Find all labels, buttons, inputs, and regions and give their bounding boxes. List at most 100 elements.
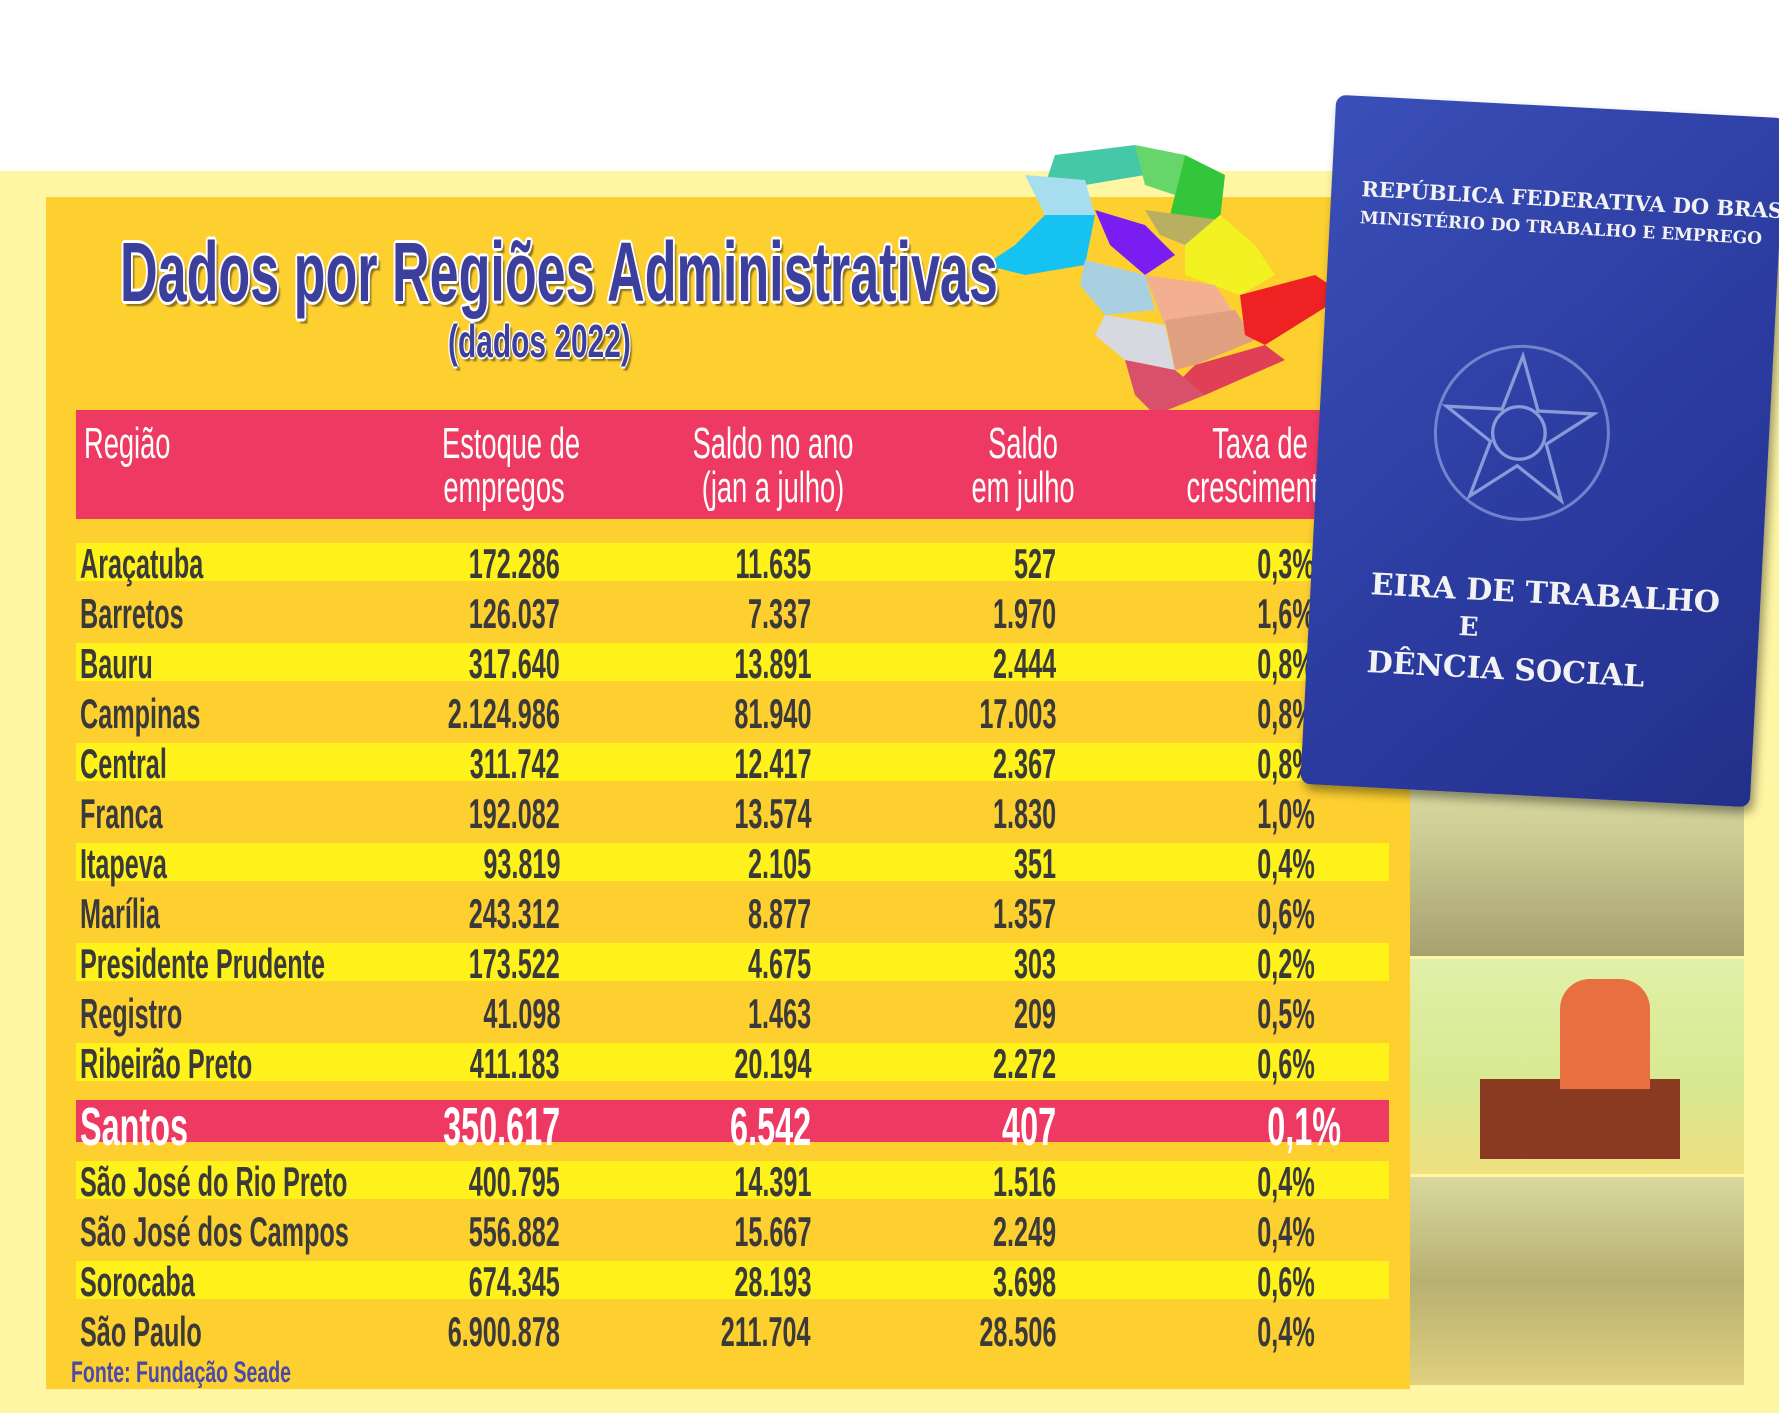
growth-rate: 0,2% <box>1257 940 1315 987</box>
region-name: Santos <box>80 1097 189 1157</box>
july-balance: 3.698 <box>992 1258 1056 1305</box>
year-balance: 8.877 <box>747 890 811 937</box>
header-line: Taxa de <box>1212 419 1308 468</box>
employment-stock: 2.124.986 <box>447 690 560 737</box>
vendor-figure <box>1560 979 1650 1089</box>
table-body: Araçatuba 172.286 11.635 527 0,3% Barretos 126… <box>76 537 1389 1355</box>
july-balance: 303 <box>1013 940 1056 987</box>
region-name: Franca <box>80 790 163 837</box>
growth-rate: 0,6% <box>1257 1258 1315 1305</box>
year-balance: 81.940 <box>733 690 811 737</box>
row-stripe <box>76 693 1389 731</box>
july-balance: 527 <box>1013 540 1056 587</box>
header-line: Região <box>84 419 171 468</box>
region-name: Central <box>80 740 167 787</box>
employment-stock: 93.819 <box>482 840 560 887</box>
work-card-image: REPÚBLICA FEDERATIVA DO BRASIL MINISTÉRI… <box>1300 94 1779 808</box>
year-balance: 15.667 <box>733 1208 811 1255</box>
table-row: Itapeva 93.819 2.105 351 0,4% <box>76 837 1389 887</box>
growth-rate: 0,1% <box>1267 1097 1341 1157</box>
july-balance: 2.272 <box>992 1040 1056 1087</box>
header-line: crescimento <box>1186 463 1334 512</box>
row-stripe <box>76 593 1389 631</box>
header-line: empregos <box>443 463 565 512</box>
column-header-growth: Taxa de crescimento <box>1173 422 1347 510</box>
year-balance: 2.105 <box>747 840 811 887</box>
employment-stock: 411.183 <box>470 1040 560 1087</box>
header-line: (jan a julho) <box>701 463 845 512</box>
employment-stock: 400.795 <box>468 1158 560 1205</box>
card-text: EIRA DE TRABALHO <box>1369 567 1721 621</box>
july-balance: 351 <box>1013 840 1056 887</box>
july-balance: 17.003 <box>978 690 1056 737</box>
year-balance: 7.337 <box>747 590 811 637</box>
header-line: Estoque de <box>442 419 581 468</box>
card-text: DÊNCIA SOCIAL <box>1365 645 1646 695</box>
july-balance: 2.249 <box>992 1208 1056 1255</box>
growth-rate: 0,5% <box>1257 990 1315 1037</box>
column-header-region: Região <box>84 422 170 466</box>
july-balance: 407 <box>1001 1097 1056 1157</box>
growth-rate: 0,4% <box>1257 1158 1315 1205</box>
growth-rate: 1,6% <box>1257 590 1315 637</box>
row-stripe <box>76 643 1389 681</box>
table-row: Presidente Prudente 173.522 4.675 303 0,2% <box>76 937 1389 987</box>
year-balance: 6.542 <box>729 1097 811 1157</box>
region-name: Araçatuba <box>80 540 204 587</box>
row-stripe <box>76 1100 1389 1142</box>
year-balance: 1.463 <box>747 990 811 1037</box>
july-balance: 28.506 <box>978 1308 1056 1355</box>
employment-stock: 317.640 <box>468 640 560 687</box>
growth-rate: 0,3% <box>1257 540 1315 587</box>
region-name: São José do Rio Preto <box>80 1158 348 1205</box>
growth-rate: 0,6% <box>1257 1040 1315 1087</box>
sao-paulo-regions-map <box>985 145 1345 415</box>
table-row: Araçatuba 172.286 11.635 527 0,3% <box>76 537 1389 587</box>
table-row-highlighted: Santos 350.617 6.542 407 0,1% <box>76 1087 1389 1157</box>
region-name: Ribeirão Preto <box>80 1040 253 1087</box>
column-header-stock: Estoque de empregos <box>442 419 581 512</box>
july-balance: 1.516 <box>992 1158 1056 1205</box>
employment-stock: 243.312 <box>468 890 560 937</box>
row-stripe <box>76 843 1389 881</box>
card-text: E <box>1457 611 1480 643</box>
table-header: Região Estoque de empregos Saldo no ano (j… <box>76 410 1389 519</box>
july-balance: 1.357 <box>992 890 1056 937</box>
row-stripe <box>76 1043 1389 1081</box>
region-name: São José dos Campos <box>80 1208 349 1255</box>
employment-stock: 126.037 <box>468 590 560 637</box>
vendor-banner <box>1480 1079 1680 1159</box>
employment-stock: 173.522 <box>468 940 560 987</box>
growth-rate: 1,0% <box>1257 790 1315 837</box>
row-stripe <box>76 543 1389 581</box>
page-subtitle: (dados 2022) <box>448 315 631 367</box>
photo-collage <box>1410 741 1744 1385</box>
july-balance: 2.367 <box>992 740 1056 787</box>
year-balance: 14.391 <box>733 1158 811 1205</box>
employment-stock: 556.882 <box>468 1208 560 1255</box>
growth-rate: 0,4% <box>1257 1308 1315 1355</box>
table-row: São José do Rio Preto 400.795 14.391 1.516 0… <box>76 1155 1389 1205</box>
table-row: Central 311.742 12.417 2.367 0,8% <box>76 737 1389 787</box>
header-line: em julho <box>971 463 1075 512</box>
source-note: Fonte: Fundação Seade <box>71 1356 291 1389</box>
employment-stock: 6.900.878 <box>447 1308 560 1355</box>
year-balance: 20.194 <box>733 1040 811 1087</box>
region-name: Sorocaba <box>80 1258 195 1305</box>
employment-stock: 350.617 <box>442 1097 560 1157</box>
region-name: Itapeva <box>80 840 167 887</box>
year-balance: 4.675 <box>747 940 811 987</box>
row-stripe <box>76 743 1389 781</box>
year-balance: 13.574 <box>733 790 811 837</box>
table-row: Registro 41.098 1.463 209 0,5% <box>76 987 1389 1037</box>
table-row: Campinas 2.124.986 81.940 17.003 0,8% <box>76 687 1389 737</box>
region-name: Bauru <box>80 640 153 687</box>
july-balance: 2.444 <box>992 640 1056 687</box>
july-balance: 1.970 <box>992 590 1056 637</box>
july-balance: 1.830 <box>992 790 1056 837</box>
table-row: Barretos 126.037 7.337 1.970 1,6% <box>76 587 1389 637</box>
growth-rate: 0,4% <box>1257 840 1315 887</box>
employment-stock: 311.742 <box>470 740 560 787</box>
column-header-year-balance: Saldo no ano (jan a julho) <box>692 422 854 512</box>
table-row: Bauru 317.640 13.891 2.444 0,8% <box>76 637 1389 687</box>
